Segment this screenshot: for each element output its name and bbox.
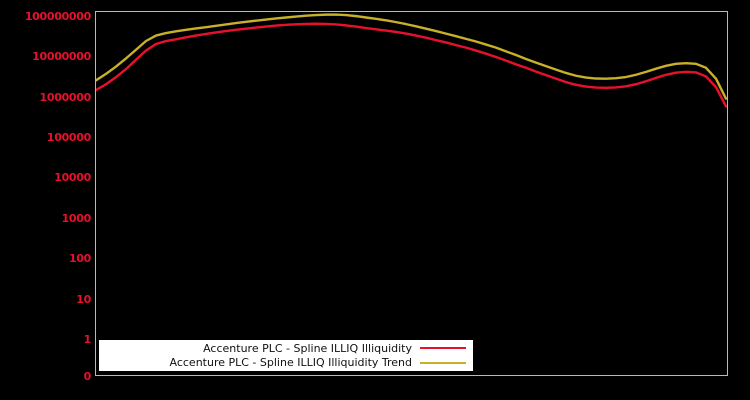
legend-item: Accenture PLC - Spline ILLIQ Illiquidity…	[100, 356, 472, 371]
line-series-trend	[96, 13, 727, 100]
legend-color-swatch	[420, 361, 466, 364]
y-axis-tick-labels: 100000000 10000000 1000000 100000 10000 …	[0, 0, 92, 400]
y-tick-label: 10	[76, 293, 91, 306]
y-tick-label: 100	[68, 252, 91, 265]
legend-color-swatch	[420, 347, 466, 350]
line-series-illiquidity	[96, 22, 727, 108]
y-tick-label: 1000	[61, 212, 92, 225]
y-tick-label: 0	[83, 370, 92, 383]
y-tick-label: 10000	[54, 171, 91, 184]
legend: Accenture PLC - Spline ILLIQ Illiquidity…	[99, 340, 473, 371]
plot-area	[95, 11, 728, 376]
legend-label: Accenture PLC - Spline ILLIQ Illiquidity…	[169, 356, 413, 370]
y-tick-label: 100000000	[24, 10, 91, 23]
y-tick-label: 100000	[46, 131, 91, 144]
series-canvas	[96, 13, 727, 108]
y-tick-label: 1000000	[39, 91, 92, 104]
y-tick-label: 1	[83, 333, 92, 346]
legend-item: Accenture PLC - Spline ILLIQ Illiquidity	[100, 341, 472, 356]
legend-label: Accenture PLC - Spline ILLIQ Illiquidity	[203, 341, 412, 355]
y-tick-label: 10000000	[32, 50, 91, 63]
